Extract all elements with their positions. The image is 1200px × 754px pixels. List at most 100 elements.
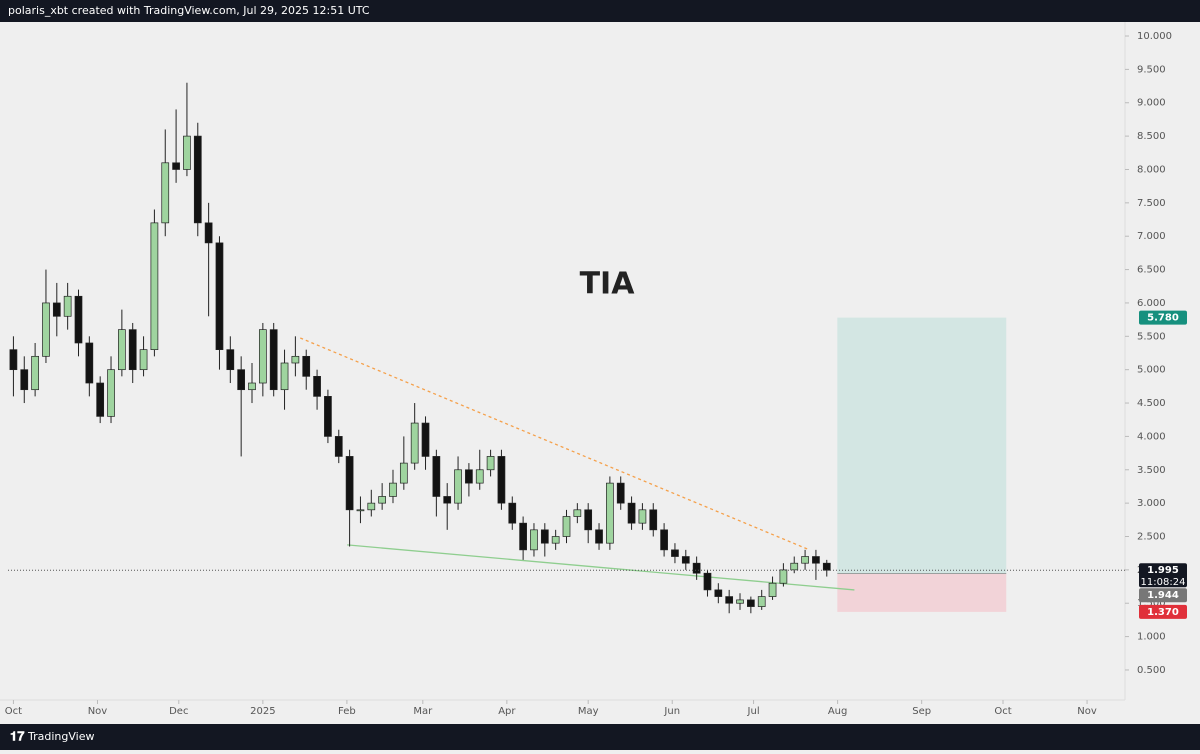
y-tick-label: 6.500 — [1137, 265, 1166, 276]
y-tick-label: 3.000 — [1137, 498, 1166, 509]
candle-body — [324, 396, 332, 437]
candle-body — [562, 516, 571, 537]
candle-body — [779, 569, 788, 584]
candle-body — [465, 469, 473, 484]
loss-zone — [837, 573, 1007, 612]
x-tick-label: Nov — [1077, 706, 1097, 717]
candle-body — [519, 522, 527, 551]
candle-body — [291, 355, 300, 364]
candle-body — [530, 529, 538, 551]
entry-label-box — [1139, 588, 1187, 603]
y-tick-label: 4.500 — [1137, 398, 1166, 409]
candle-body — [660, 529, 668, 551]
candle-body — [725, 596, 734, 604]
candle-body — [313, 375, 321, 397]
y-tick-label: 7.000 — [1137, 231, 1166, 242]
x-tick-label: Sep — [912, 706, 931, 717]
x-tick-label: Oct — [994, 706, 1011, 717]
candle-body — [497, 456, 506, 504]
candle-body — [9, 349, 18, 371]
candle-body — [345, 456, 354, 511]
candle-body — [443, 496, 452, 504]
y-tick-label: 8.000 — [1137, 164, 1166, 175]
candle-body — [107, 369, 115, 417]
entry-label: 1.944 — [1147, 590, 1179, 601]
candle-body — [747, 599, 755, 607]
y-tick-label: 9.000 — [1137, 98, 1166, 109]
candle-body — [410, 422, 419, 464]
candle-body — [475, 469, 484, 484]
x-tick-label: Jul — [747, 706, 760, 717]
candle-body — [367, 502, 376, 511]
chart-title: TIA — [580, 267, 636, 302]
candle-body — [204, 222, 213, 244]
x-tick-label: Mar — [413, 706, 433, 717]
candle-body — [627, 502, 636, 524]
candle-body — [118, 329, 126, 371]
candle-body — [736, 599, 744, 604]
candle-body — [584, 509, 593, 531]
candle-body — [616, 482, 625, 504]
x-tick-label: Aug — [828, 706, 848, 717]
y-tick-label: 4.000 — [1137, 431, 1166, 442]
profit-zone — [837, 317, 1007, 574]
x-tick-label: Apr — [498, 706, 516, 717]
x-tick-label: Oct — [5, 706, 22, 717]
candle-body — [399, 462, 408, 484]
candle-body — [96, 382, 105, 417]
candle-body — [215, 242, 224, 351]
x-tick-label: Nov — [88, 706, 108, 717]
y-tick-label: 5.000 — [1137, 365, 1166, 376]
candle-body — [334, 436, 343, 457]
candle-body — [812, 556, 820, 564]
candle-body — [63, 295, 72, 317]
candle-body — [150, 222, 159, 351]
logo-mark: 𝟏𝟕 — [10, 730, 25, 745]
candle-body — [258, 329, 267, 384]
candle-body — [280, 362, 289, 391]
candle-body — [486, 456, 495, 471]
candle-body — [183, 135, 191, 170]
header-bar — [0, 0, 1200, 22]
candle-body — [85, 342, 94, 384]
candle-body — [269, 329, 278, 391]
header-text: polaris_xbt created with TradingView.com… — [8, 4, 370, 17]
candle-body — [757, 596, 766, 607]
y-tick-label: 3.500 — [1137, 465, 1166, 476]
candle-body — [822, 562, 831, 571]
last-price-label-box — [1139, 563, 1187, 588]
y-tick-label: 9.500 — [1137, 64, 1166, 75]
candle-body — [31, 355, 39, 391]
candle-body — [389, 482, 397, 497]
candle-body — [161, 162, 170, 224]
candle-body — [193, 135, 202, 224]
y-tick-label: 1.500 — [1137, 598, 1166, 609]
x-tick-label: Feb — [338, 706, 356, 717]
target-label: 5.780 — [1147, 313, 1179, 324]
candle-body — [508, 502, 517, 524]
trendline — [347, 544, 855, 591]
candle-body — [432, 456, 441, 497]
y-tick-label: 6.000 — [1137, 298, 1166, 309]
candle-body — [226, 349, 235, 371]
candle-body — [595, 529, 603, 544]
footer-bar — [0, 724, 1200, 750]
y-tick-label: 8.500 — [1137, 131, 1166, 142]
candle-body — [52, 302, 61, 317]
candle-body — [378, 496, 386, 504]
candle-body — [20, 369, 29, 391]
x-tick-label: May — [578, 706, 599, 717]
stop-label: 1.370 — [1147, 607, 1179, 618]
candle-body — [573, 509, 582, 517]
candle-body — [671, 549, 679, 557]
candle-body — [681, 556, 690, 564]
candle-body — [139, 349, 148, 371]
candle-body — [638, 509, 647, 524]
candle-body — [237, 369, 246, 391]
x-tick-label: Dec — [169, 706, 188, 717]
candle-body — [692, 562, 701, 574]
candle-body — [714, 589, 723, 597]
